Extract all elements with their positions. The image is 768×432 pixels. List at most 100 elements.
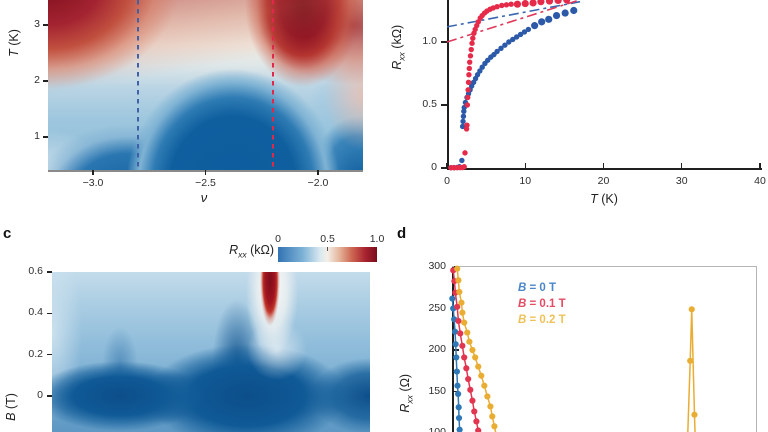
scatter-point (491, 423, 498, 430)
scatter-point (469, 397, 476, 404)
scatter-point (459, 157, 465, 164)
panel-b-y-tick-label: 1.0 (422, 35, 437, 47)
panel-d-right-frame (756, 266, 758, 432)
panel-d-top-frame (452, 266, 757, 268)
panel-a-y-tick-label: 1 (34, 130, 40, 142)
scatter-point (466, 338, 473, 345)
panel-d-y-tick-label: 300 (428, 260, 446, 272)
scatter-point (498, 45, 504, 51)
data-line (452, 270, 480, 432)
scatter-point (466, 59, 473, 65)
nu-marker-dashed-line (136, 0, 140, 168)
scatter-point (458, 299, 465, 306)
scatter-point (503, 2, 510, 8)
panel-b-x-tick (602, 163, 605, 168)
scatter-point (453, 354, 460, 361)
scatter-point (494, 4, 500, 10)
scatter-point (455, 390, 462, 398)
scatter-point-large (537, 0, 545, 6)
scatter-point (464, 102, 471, 108)
panel-b-x-tick (446, 163, 448, 168)
scatter-point (464, 329, 471, 336)
scatter-point (510, 36, 516, 43)
panel-a-x-tick (92, 170, 94, 175)
panel-c-y-tick-label: 0 (37, 389, 43, 401)
panel-a-x-axis-label: ν (200, 190, 208, 205)
scatter-point (449, 295, 456, 302)
scatter-point (467, 386, 474, 393)
scatter-point (461, 354, 468, 361)
legend-entry: B = 0.2 T (518, 314, 566, 326)
panel-c-y-tick-label: 0.6 (28, 264, 43, 277)
scatter-point (456, 288, 463, 295)
scatter-point-large (531, 22, 539, 30)
scatter-point (460, 113, 467, 120)
scatter-point (468, 46, 474, 53)
scatter-point (508, 1, 514, 7)
scatter-point (461, 164, 467, 170)
panel-d-y-tick-label: 150 (428, 384, 446, 397)
panel-a-y-tick-label: 2 (34, 74, 40, 86)
panel-c-y-tick (47, 354, 52, 356)
scatter-point (457, 330, 464, 337)
scatter-point (475, 363, 482, 370)
panel-c-letter: c (3, 225, 12, 242)
panel-b-x-tick-label: 30 (675, 175, 688, 187)
colorbar-mid-tick (327, 247, 329, 251)
scatter-point (461, 319, 468, 326)
panel-a-heatmap (48, 0, 363, 170)
scatter-point (460, 118, 466, 125)
panel-b-y-axis (447, 0, 449, 169)
scatter-point (465, 94, 471, 101)
panel-b-x-tick (524, 163, 526, 168)
scatter-point (691, 411, 698, 418)
panel-c-y-tick-label: 0.4 (28, 306, 43, 319)
fit-line (446, 0, 581, 28)
scatter-point (489, 413, 496, 420)
scatter-point (688, 306, 695, 313)
panel-d-legend: B = 0 T B = 0.1 T B = 0.2 T (518, 280, 566, 328)
panel-a-y-tick-label: 3 (34, 18, 40, 30)
scatter-point (469, 346, 476, 354)
panel-d-y-tick-label: 250 (428, 301, 446, 314)
panel-c-heatmap (52, 272, 370, 432)
scatter-point (465, 87, 471, 93)
scatter-point (462, 150, 468, 156)
panel-b-x-tick-label: 10 (519, 175, 532, 187)
scatter-point (465, 375, 472, 383)
panel-b-y-tick-label: 0 (431, 161, 437, 173)
scatter-point (513, 34, 520, 40)
scatter-point (473, 418, 480, 425)
scatter-point (487, 403, 494, 410)
scatter-point (525, 26, 532, 33)
scatter-point (506, 39, 512, 45)
panel-a-x-tick-label: −3.0 (82, 177, 104, 189)
scatter-point-large (563, 0, 571, 4)
panel-b-y-tick (441, 41, 447, 43)
scatter-point-large (529, 0, 537, 7)
scatter-point (466, 65, 473, 72)
scatter-point (455, 277, 462, 284)
scatter-point-large (570, 6, 578, 15)
legend-entry: B = 0 T (518, 282, 557, 294)
scatter-point (472, 354, 479, 361)
fit-line (446, 0, 581, 43)
scatter-point-large (561, 9, 569, 17)
panel-c-y-tick (47, 312, 52, 314)
scatter-point (517, 31, 524, 38)
panel-a-x-tick-label: −2.5 (195, 177, 216, 189)
scatter-point (494, 48, 500, 55)
panel-b-x-tick (681, 163, 683, 168)
scatter-point (454, 303, 461, 310)
panel-a-x-tick (317, 170, 319, 175)
panel-d-y-tick (453, 390, 459, 393)
scatter-point (459, 309, 466, 316)
colorbar-tick-label: 1.0 (369, 233, 385, 245)
nu-marker-dashed-line (271, 0, 275, 168)
panel-b-x-tick-label: 0 (444, 175, 450, 187)
scatter-point-large (545, 15, 553, 23)
scatter-point (471, 408, 478, 415)
panel-b-y-tick (441, 167, 447, 169)
scatter-point (475, 427, 482, 432)
panel-b-x-tick (759, 163, 761, 168)
